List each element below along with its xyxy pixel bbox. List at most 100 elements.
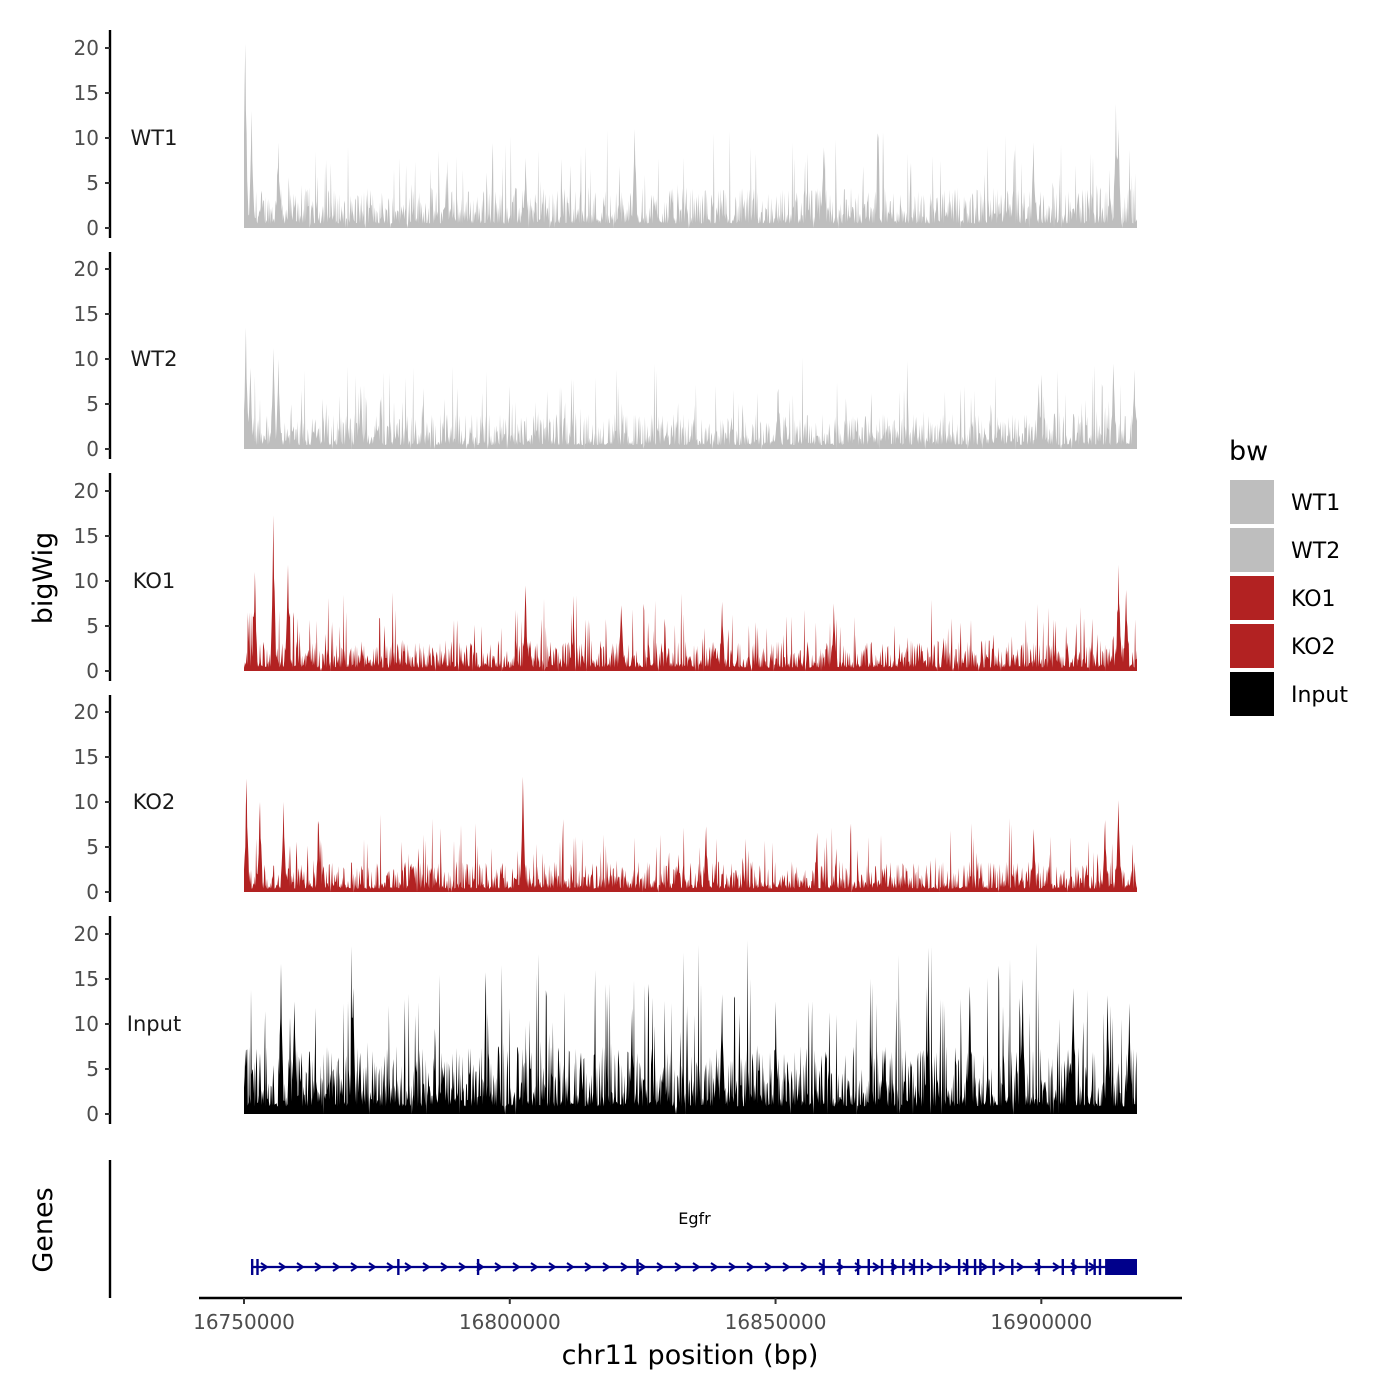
exon (973, 1259, 977, 1275)
y-tick-label: 10 (74, 569, 99, 593)
y-tick-label: 0 (86, 880, 99, 904)
legend-key-ko2 (1230, 624, 1274, 668)
x-tick-label: 16750000 (193, 1310, 295, 1334)
legend-label-input: Input (1291, 683, 1348, 708)
track-label-ko1: KO1 (133, 569, 176, 593)
y-tick-label: 15 (74, 967, 99, 991)
signal-area-ko2 (244, 776, 1137, 892)
y-tick-label: 15 (74, 81, 99, 105)
exon (979, 1259, 982, 1275)
strand-arrow (656, 1262, 665, 1272)
signal-area-input (244, 940, 1137, 1114)
strand-arrow (458, 1262, 467, 1272)
y-tick-label: 5 (86, 835, 99, 859)
strand-arrow (296, 1262, 305, 1272)
strand-arrow (692, 1262, 701, 1272)
y-tick-label: 10 (74, 1012, 99, 1036)
strand-arrow (602, 1262, 611, 1272)
y-tick-label: 5 (86, 392, 99, 416)
strand-arrow (440, 1262, 449, 1272)
y-tick-label: 20 (74, 700, 99, 724)
exon (880, 1259, 884, 1275)
track-wt1: 0 5 10 15 20 WT1 (74, 30, 1137, 240)
x-tick-label: 16850000 (725, 1310, 827, 1334)
track-input: 0 5 10 15 20 Input (74, 916, 1137, 1126)
strand-arrow (764, 1262, 773, 1272)
strand-arrow (494, 1262, 503, 1272)
exon (902, 1259, 905, 1275)
legend-label-wt1: WT1 (1291, 491, 1340, 516)
strand-arrow (566, 1262, 575, 1272)
y-tick-label: 0 (86, 437, 99, 461)
y-tick-label: 5 (86, 614, 99, 638)
legend: bw WT1 WT2 KO1 KO2 Input (1229, 436, 1348, 716)
strand-arrow (260, 1262, 269, 1272)
legend-key-ko1 (1230, 576, 1274, 620)
exon (1061, 1259, 1064, 1275)
y-tick-label: 10 (74, 126, 99, 150)
strand-arrow (728, 1262, 737, 1272)
legend-label-ko2: KO2 (1291, 635, 1336, 660)
y-tick-label: 15 (74, 524, 99, 548)
strand-arrow (980, 1262, 989, 1272)
x-tick-label: 16900000 (990, 1310, 1092, 1334)
exon (256, 1259, 259, 1275)
strand-arrow (872, 1262, 881, 1272)
y-tick-label: 5 (86, 171, 99, 195)
strand-arrow (782, 1262, 791, 1272)
legend-key-input (1230, 672, 1274, 716)
strand-arrow (548, 1262, 557, 1272)
legend-key-wt2 (1230, 528, 1274, 572)
track-label-input: Input (127, 1012, 181, 1036)
gene-track: Egfr (108, 1160, 1137, 1298)
strand-arrow (386, 1262, 395, 1272)
exon (1011, 1259, 1014, 1275)
y-tick-label: 0 (86, 659, 99, 683)
signal-area-ko1 (244, 515, 1137, 671)
y-tick-label: 15 (74, 302, 99, 326)
y-tick-label: 0 (86, 1102, 99, 1126)
exon (957, 1259, 961, 1275)
strand-arrow (314, 1262, 323, 1272)
exon (920, 1259, 924, 1275)
track-label-wt1: WT1 (131, 126, 178, 150)
gene-utr-block (1105, 1259, 1137, 1275)
y-tick-label: 10 (74, 347, 99, 371)
y-tick-label: 5 (86, 1057, 99, 1081)
strand-arrow (746, 1262, 755, 1272)
gene-label-egfr: Egfr (678, 1209, 711, 1228)
track-label-ko2: KO2 (133, 790, 176, 814)
exon (965, 1259, 969, 1275)
strand-arrow (1034, 1262, 1043, 1272)
strand-arrow (530, 1262, 539, 1272)
strand-arrow (404, 1262, 413, 1272)
track-ko1: 0 5 10 15 20 KO1 (74, 473, 1137, 683)
y-tick-label: 0 (86, 216, 99, 240)
exon (1093, 1259, 1096, 1275)
strand-arrow (422, 1262, 431, 1272)
strand-arrow (926, 1262, 935, 1272)
exon (250, 1259, 254, 1275)
strand-arrow (1016, 1262, 1025, 1272)
strand-arrow (818, 1262, 827, 1272)
strand-arrow (800, 1262, 809, 1272)
legend-label-ko1: KO1 (1291, 587, 1336, 612)
legend-label-wt2: WT2 (1291, 539, 1340, 564)
x-tick-label: 16800000 (459, 1310, 561, 1334)
exon (992, 1259, 995, 1275)
x-axis: 16750000 16800000 16850000 16900000 (193, 1296, 1182, 1334)
y-tick-label: 20 (74, 479, 99, 503)
exon (1037, 1259, 1041, 1275)
y-axis-title: bigWig (28, 532, 59, 625)
strand-arrow (674, 1262, 683, 1272)
strand-arrow (962, 1262, 971, 1272)
x-axis-title: chr11 position (bp) (562, 1340, 819, 1371)
strand-arrow (944, 1262, 953, 1272)
track-wt2: 0 5 10 15 20 WT2 (74, 252, 1137, 461)
exon (856, 1259, 860, 1275)
track-label-wt2: WT2 (131, 347, 178, 371)
strand-arrow (584, 1262, 593, 1272)
exon (867, 1259, 870, 1275)
exon (636, 1259, 639, 1275)
